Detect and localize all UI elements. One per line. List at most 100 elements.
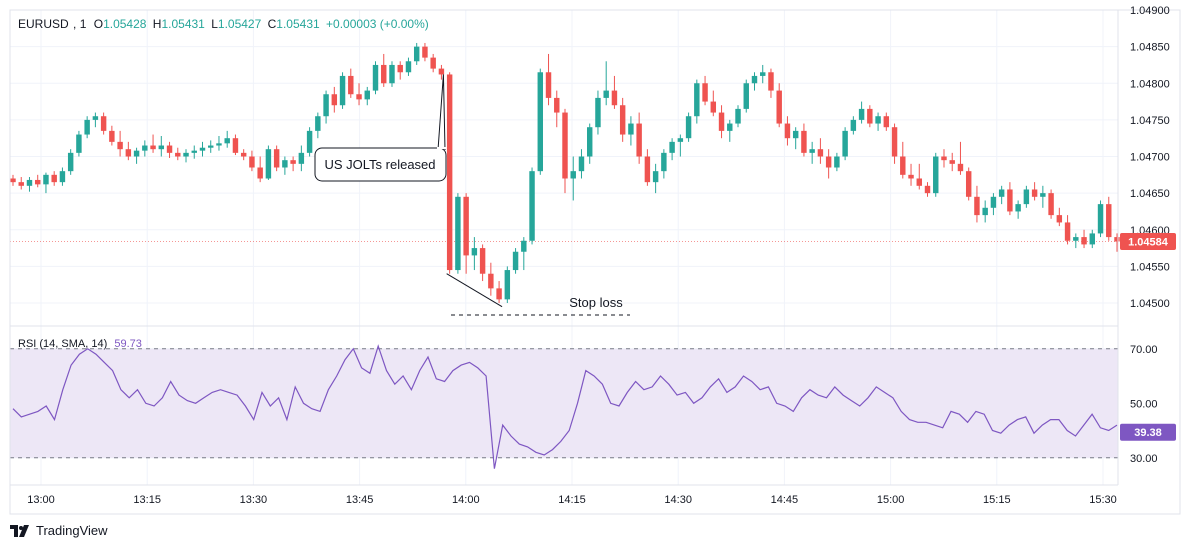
candle — [677, 134, 684, 157]
candle-body — [471, 248, 478, 256]
candle-body — [100, 116, 107, 131]
candle — [586, 123, 593, 164]
candle-body — [554, 97, 560, 113]
candle — [216, 136, 222, 151]
time-tick-label: 15:15 — [983, 494, 1011, 506]
time-tick-label: 15:00 — [877, 494, 905, 506]
candle — [735, 105, 741, 128]
candle — [603, 61, 609, 106]
tradingview-icon — [10, 524, 29, 537]
candle — [471, 237, 478, 271]
candle-body — [175, 152, 181, 157]
candle-body — [586, 127, 593, 157]
candle-body — [603, 90, 609, 98]
candle — [175, 147, 181, 161]
callout-box — [314, 147, 447, 182]
candle — [578, 149, 585, 179]
candle — [685, 112, 692, 142]
candle-body — [26, 179, 33, 186]
candle-body — [801, 130, 807, 153]
candle — [652, 163, 659, 194]
candle-body — [916, 178, 922, 186]
candle-body — [290, 160, 296, 164]
candle — [183, 149, 189, 163]
candle-body — [232, 138, 239, 153]
high-value: 1.05431 — [161, 17, 205, 31]
annotations: US JOLTs released Stop loss — [314, 74, 630, 316]
candle-body — [348, 75, 354, 95]
candle-body — [43, 174, 49, 185]
candle — [117, 130, 123, 157]
candle-body — [240, 152, 247, 157]
candle-body — [1081, 237, 1087, 245]
candle — [916, 163, 922, 190]
candle-body — [125, 149, 132, 157]
candle — [1015, 200, 1021, 219]
candle-body — [792, 130, 799, 139]
candle — [496, 281, 502, 304]
rsi-axis[interactable]: 70.00 50.00 30.00 — [1130, 344, 1158, 465]
candle — [1048, 189, 1054, 219]
candle — [965, 167, 972, 201]
candle-body — [67, 152, 74, 172]
candle-body — [76, 134, 82, 153]
candle — [257, 156, 263, 183]
candle-body — [529, 171, 535, 241]
candle — [290, 156, 296, 172]
candle — [26, 177, 33, 192]
candle-body — [677, 138, 684, 142]
candle-body — [965, 171, 972, 197]
candle — [694, 79, 700, 124]
price-tick-label: 1.04500 — [1130, 298, 1170, 310]
candle-body — [446, 74, 453, 271]
candle-body — [315, 116, 321, 131]
candle — [331, 86, 338, 113]
price-tick-label: 1.04900 — [1130, 5, 1170, 17]
candle-body — [883, 116, 890, 128]
candle — [1056, 207, 1063, 227]
rsi-label: RSI (14, SMA, 14) — [18, 338, 107, 350]
candle-body — [249, 156, 255, 168]
candle — [479, 244, 486, 282]
candle — [76, 130, 82, 157]
candle — [199, 141, 206, 157]
candle — [405, 57, 412, 76]
price-tick-label: 1.04700 — [1130, 152, 1170, 164]
candle-body — [924, 185, 931, 194]
candle — [883, 112, 890, 131]
candle-body — [512, 251, 519, 271]
candle-body — [1031, 189, 1038, 197]
candle-body — [933, 156, 939, 194]
candle — [1089, 229, 1096, 249]
candle — [562, 108, 568, 194]
candle-body — [1040, 193, 1046, 197]
candle — [1114, 233, 1120, 252]
time-tick-label: 13:15 — [133, 494, 161, 506]
candle-body — [372, 64, 379, 91]
candle-body — [216, 143, 222, 146]
time-axis[interactable]: 13:00 13:15 13:30 13:45 14:00 14:15 14:30 14:45… — [27, 494, 1117, 506]
candle — [669, 138, 675, 161]
candle — [208, 140, 214, 153]
candle — [760, 64, 766, 84]
candle — [348, 68, 354, 98]
rsi-line-group — [12, 344, 1118, 469]
candle — [628, 116, 634, 146]
tradingview-logo[interactable]: TradingView — [10, 523, 108, 538]
candle — [858, 101, 865, 124]
candle-body — [504, 270, 511, 300]
candle-body — [1064, 222, 1071, 241]
candle — [463, 193, 469, 274]
candle-body — [413, 46, 420, 62]
price-axis[interactable]: 1.04900 1.04850 1.04800 1.04750 1.04700 1.046… — [1130, 5, 1170, 310]
candle — [430, 53, 436, 73]
candle-body — [784, 123, 791, 139]
candle — [595, 90, 601, 135]
candle-body — [273, 149, 280, 168]
candle — [842, 127, 848, 161]
candle — [990, 193, 997, 216]
candle — [817, 138, 824, 164]
candle-body — [875, 116, 881, 124]
candle-body — [389, 64, 395, 84]
